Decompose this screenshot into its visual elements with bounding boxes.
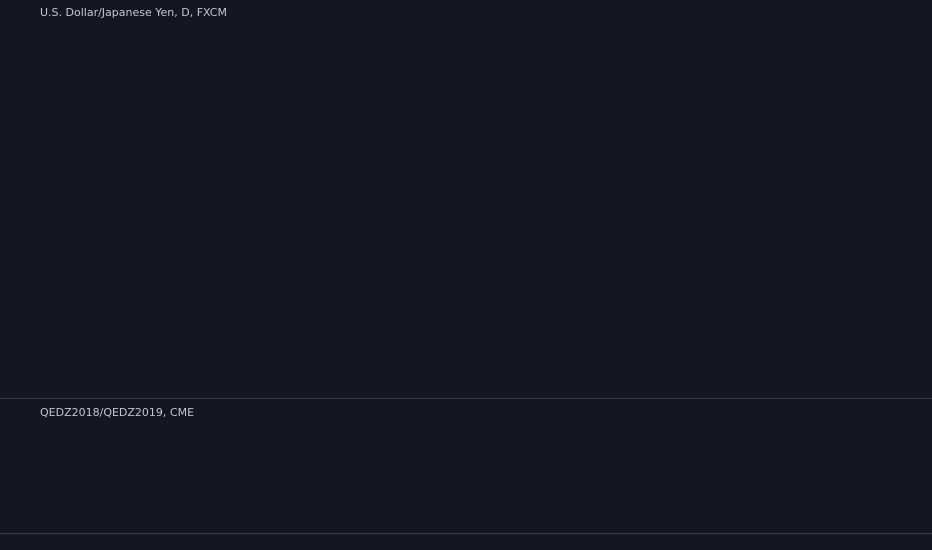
subchart-title: QEDZ2018/QEDZ2019, CME bbox=[40, 406, 194, 419]
chart-title: U.S. Dollar/Japanese Yen, D, FXCM bbox=[40, 6, 227, 19]
